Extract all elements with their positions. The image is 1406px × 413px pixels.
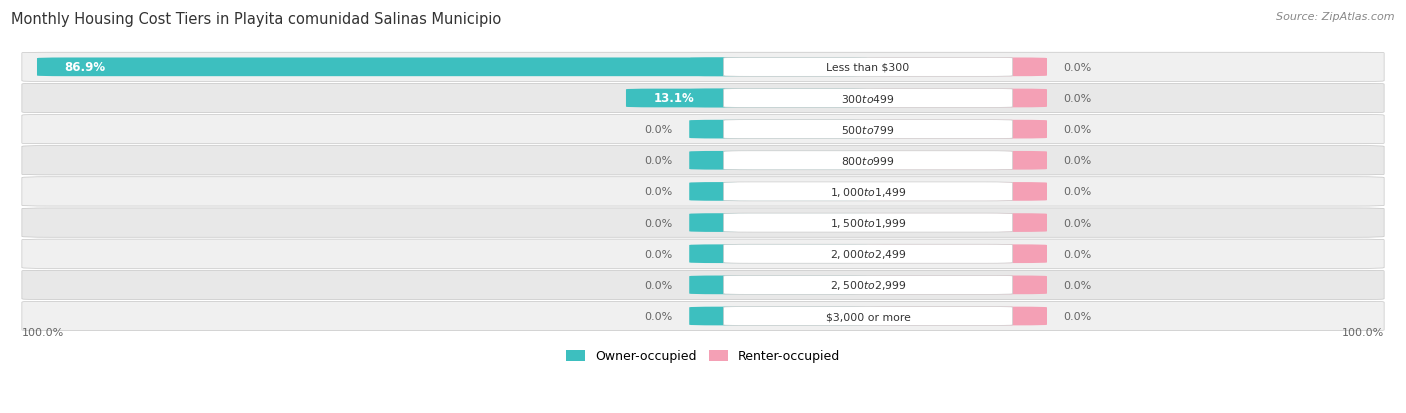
FancyBboxPatch shape: [37, 58, 868, 77]
FancyBboxPatch shape: [724, 183, 1012, 202]
FancyBboxPatch shape: [724, 244, 1012, 263]
FancyBboxPatch shape: [22, 209, 1384, 237]
FancyBboxPatch shape: [724, 89, 1012, 108]
FancyBboxPatch shape: [724, 307, 1012, 326]
Text: $1,500 to $1,999: $1,500 to $1,999: [830, 216, 907, 230]
Text: 0.0%: 0.0%: [644, 218, 672, 228]
Text: 0.0%: 0.0%: [1063, 280, 1092, 290]
FancyBboxPatch shape: [724, 152, 1012, 171]
FancyBboxPatch shape: [689, 245, 868, 263]
FancyBboxPatch shape: [868, 90, 1047, 108]
FancyBboxPatch shape: [689, 214, 868, 233]
Text: 0.0%: 0.0%: [1063, 311, 1092, 321]
FancyBboxPatch shape: [689, 307, 868, 325]
FancyBboxPatch shape: [868, 152, 1047, 170]
Text: 13.1%: 13.1%: [654, 92, 695, 105]
FancyBboxPatch shape: [868, 58, 1047, 77]
FancyBboxPatch shape: [724, 120, 1012, 139]
FancyBboxPatch shape: [22, 177, 1384, 206]
Text: 0.0%: 0.0%: [1063, 94, 1092, 104]
Text: Less than $300: Less than $300: [827, 63, 910, 73]
FancyBboxPatch shape: [868, 307, 1047, 325]
Text: 0.0%: 0.0%: [644, 249, 672, 259]
Text: $800 to $999: $800 to $999: [841, 155, 896, 167]
Text: 100.0%: 100.0%: [22, 328, 65, 337]
FancyBboxPatch shape: [22, 84, 1384, 113]
Text: Monthly Housing Cost Tiers in Playita comunidad Salinas Municipio: Monthly Housing Cost Tiers in Playita co…: [11, 12, 502, 27]
Text: 0.0%: 0.0%: [1063, 249, 1092, 259]
FancyBboxPatch shape: [724, 214, 1012, 233]
FancyBboxPatch shape: [689, 58, 868, 77]
Text: Source: ZipAtlas.com: Source: ZipAtlas.com: [1277, 12, 1395, 22]
FancyBboxPatch shape: [724, 58, 1012, 77]
FancyBboxPatch shape: [22, 301, 1384, 331]
FancyBboxPatch shape: [868, 214, 1047, 233]
Text: 0.0%: 0.0%: [644, 125, 672, 135]
Text: $1,000 to $1,499: $1,000 to $1,499: [830, 185, 907, 198]
FancyBboxPatch shape: [689, 152, 868, 170]
Text: 100.0%: 100.0%: [1341, 328, 1384, 337]
FancyBboxPatch shape: [22, 53, 1384, 82]
Text: $300 to $499: $300 to $499: [841, 93, 896, 105]
FancyBboxPatch shape: [689, 183, 868, 201]
Text: 86.9%: 86.9%: [65, 61, 105, 74]
Text: $2,500 to $2,999: $2,500 to $2,999: [830, 279, 907, 292]
FancyBboxPatch shape: [22, 146, 1384, 176]
Legend: Owner-occupied, Renter-occupied: Owner-occupied, Renter-occupied: [561, 344, 845, 368]
Text: 0.0%: 0.0%: [1063, 125, 1092, 135]
FancyBboxPatch shape: [689, 121, 868, 139]
FancyBboxPatch shape: [868, 121, 1047, 139]
FancyBboxPatch shape: [868, 245, 1047, 263]
Text: $500 to $799: $500 to $799: [841, 124, 896, 136]
FancyBboxPatch shape: [689, 90, 868, 108]
FancyBboxPatch shape: [724, 276, 1012, 294]
FancyBboxPatch shape: [689, 276, 868, 294]
Text: 0.0%: 0.0%: [1063, 187, 1092, 197]
FancyBboxPatch shape: [868, 276, 1047, 294]
Text: $3,000 or more: $3,000 or more: [825, 311, 911, 321]
Text: 0.0%: 0.0%: [644, 187, 672, 197]
FancyBboxPatch shape: [868, 183, 1047, 201]
Text: 0.0%: 0.0%: [644, 280, 672, 290]
FancyBboxPatch shape: [626, 90, 868, 108]
Text: 0.0%: 0.0%: [644, 311, 672, 321]
Text: $2,000 to $2,499: $2,000 to $2,499: [830, 248, 907, 261]
Text: 0.0%: 0.0%: [1063, 218, 1092, 228]
FancyBboxPatch shape: [22, 271, 1384, 300]
Text: 0.0%: 0.0%: [644, 156, 672, 166]
FancyBboxPatch shape: [22, 240, 1384, 269]
FancyBboxPatch shape: [22, 115, 1384, 145]
Text: 0.0%: 0.0%: [1063, 156, 1092, 166]
Text: 0.0%: 0.0%: [1063, 63, 1092, 73]
